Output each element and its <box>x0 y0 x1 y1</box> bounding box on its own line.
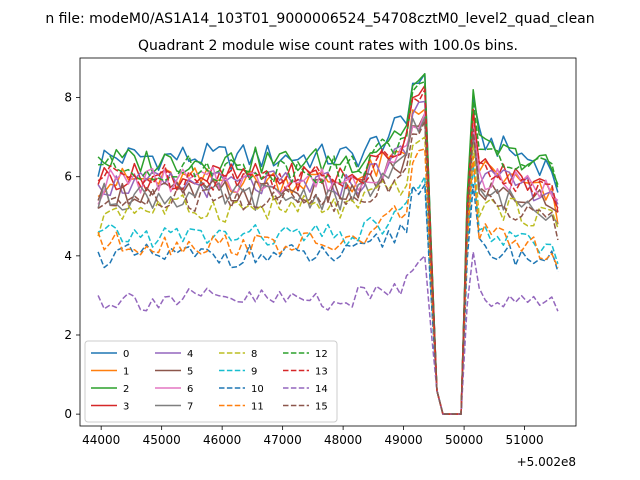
x-tick-label: 44000 <box>82 433 120 447</box>
y-tick-label: 8 <box>64 91 72 105</box>
legend-label-4: 4 <box>187 349 193 360</box>
legend-label-11: 11 <box>251 402 264 413</box>
y-tick-label: 6 <box>64 170 72 184</box>
legend-label-3: 3 <box>123 402 129 413</box>
figure-suptitle: n file: modeM0/AS1A14_103T01_9000006524_… <box>45 11 594 27</box>
y-axis: 0 2 4 6 8 <box>64 91 80 421</box>
y-tick-label: 4 <box>64 249 72 263</box>
series-line-7 <box>97 116 559 415</box>
legend-label-9: 9 <box>251 367 257 378</box>
series-line-11 <box>97 148 559 415</box>
x-offset-label: +5.002e8 <box>517 455 576 469</box>
x-tick-label: 48000 <box>324 433 362 447</box>
x-tick-label: 45000 <box>143 433 181 447</box>
legend-label-14: 14 <box>315 384 328 395</box>
legend-label-8: 8 <box>251 349 257 360</box>
y-tick-label: 0 <box>64 407 72 421</box>
series-line-2 <box>97 73 559 415</box>
legend-label-0: 0 <box>123 349 129 360</box>
axes-frame <box>79 57 577 427</box>
legend-label-1: 1 <box>123 367 129 378</box>
series-lines <box>97 73 559 415</box>
series-line-15 <box>97 120 559 415</box>
chart-title: Quadrant 2 module wise count rates with … <box>138 38 518 54</box>
series-line-10 <box>97 183 559 415</box>
legend-label-10: 10 <box>251 384 264 395</box>
x-tick-label: 49000 <box>385 433 423 447</box>
x-axis: 44000 45000 46000 47000 48000 49000 50000 51000 <box>82 426 544 447</box>
legend-label-2: 2 <box>123 384 129 395</box>
legend-label-6: 6 <box>187 384 193 395</box>
series-line-14 <box>97 251 559 415</box>
series-line-9 <box>97 164 559 415</box>
x-tick-label: 51000 <box>505 433 543 447</box>
series-line-8 <box>97 136 559 415</box>
series-line-0 <box>97 73 559 415</box>
legend-label-12: 12 <box>315 349 328 360</box>
x-tick-label: 46000 <box>203 433 241 447</box>
legend-label-5: 5 <box>187 367 193 378</box>
x-tick-label: 50000 <box>445 433 483 447</box>
legend-label-15: 15 <box>315 402 328 413</box>
legend-label-13: 13 <box>315 367 328 378</box>
x-tick-label: 47000 <box>264 433 302 447</box>
series-line-4 <box>97 100 559 415</box>
legend-label-7: 7 <box>187 402 193 413</box>
y-tick-label: 2 <box>64 328 72 342</box>
series-line-13 <box>97 88 559 415</box>
legend-box <box>84 340 338 423</box>
